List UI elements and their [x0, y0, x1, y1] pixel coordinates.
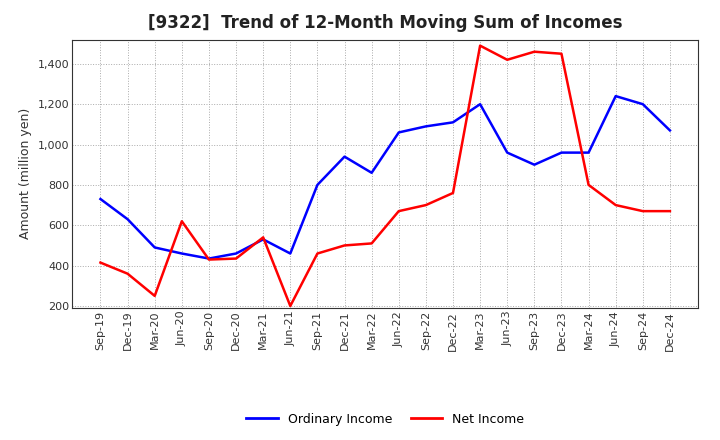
Title: [9322]  Trend of 12-Month Moving Sum of Incomes: [9322] Trend of 12-Month Moving Sum of I… [148, 15, 623, 33]
Net Income [367, 241, 376, 246]
Y-axis label: Amount (million yen): Amount (million yen) [19, 108, 32, 239]
Line: Ordinary Income: Ordinary Income [101, 96, 670, 259]
Net Income [123, 271, 132, 276]
Legend: Ordinary Income, Net Income: Ordinary Income, Net Income [241, 407, 529, 431]
Net Income [503, 57, 511, 62]
Net Income [232, 256, 240, 261]
Ordinary Income [557, 150, 566, 155]
Net Income [341, 243, 349, 248]
Ordinary Income [96, 196, 105, 202]
Ordinary Income [367, 170, 376, 176]
Ordinary Income [503, 150, 511, 155]
Net Income [150, 293, 159, 298]
Ordinary Income [639, 102, 647, 107]
Ordinary Income [150, 245, 159, 250]
Net Income [204, 257, 213, 262]
Net Income [665, 209, 674, 214]
Net Income [476, 43, 485, 48]
Ordinary Income [395, 130, 403, 135]
Net Income [259, 235, 268, 240]
Ordinary Income [421, 124, 430, 129]
Net Income [313, 251, 322, 256]
Ordinary Income [313, 182, 322, 187]
Ordinary Income [611, 93, 620, 99]
Net Income [395, 209, 403, 214]
Ordinary Income [530, 162, 539, 167]
Net Income [96, 260, 105, 265]
Net Income [421, 202, 430, 208]
Ordinary Income [341, 154, 349, 159]
Ordinary Income [286, 251, 294, 256]
Net Income [557, 51, 566, 56]
Ordinary Income [259, 237, 268, 242]
Ordinary Income [449, 120, 457, 125]
Ordinary Income [476, 102, 485, 107]
Ordinary Income [123, 216, 132, 222]
Net Income [449, 191, 457, 196]
Net Income [584, 182, 593, 187]
Net Income [530, 49, 539, 55]
Net Income [286, 303, 294, 308]
Line: Net Income: Net Income [101, 46, 670, 306]
Ordinary Income [178, 251, 186, 256]
Net Income [639, 209, 647, 214]
Ordinary Income [204, 256, 213, 261]
Ordinary Income [584, 150, 593, 155]
Net Income [178, 219, 186, 224]
Ordinary Income [665, 128, 674, 133]
Net Income [611, 202, 620, 208]
Ordinary Income [232, 251, 240, 256]
